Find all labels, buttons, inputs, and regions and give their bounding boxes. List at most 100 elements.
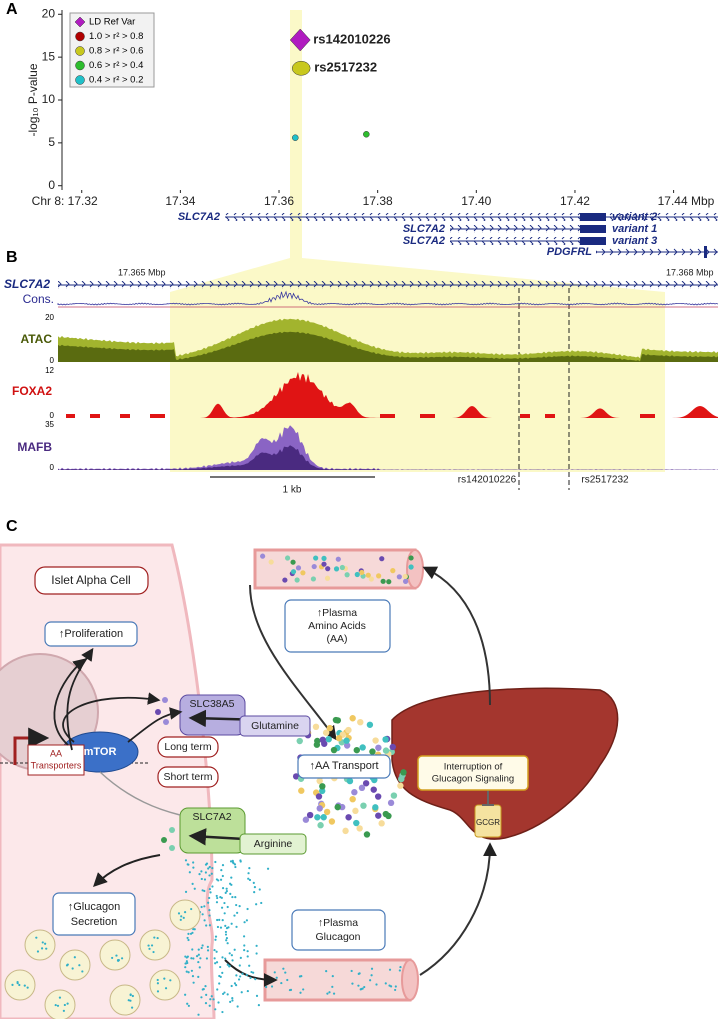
molecule bbox=[319, 787, 326, 795]
granule bbox=[201, 944, 204, 947]
exon bbox=[704, 246, 707, 258]
granule bbox=[225, 887, 228, 890]
granule bbox=[208, 887, 211, 891]
molecule bbox=[325, 566, 331, 572]
granule bbox=[197, 960, 200, 964]
molecule bbox=[400, 769, 407, 776]
granule bbox=[243, 921, 246, 924]
granule bbox=[265, 985, 268, 989]
molecule bbox=[290, 559, 296, 565]
granule bbox=[153, 936, 156, 939]
molecule bbox=[295, 565, 302, 571]
molecule bbox=[339, 564, 345, 571]
molecule bbox=[298, 787, 305, 794]
granule bbox=[224, 933, 228, 936]
vesicle bbox=[149, 969, 181, 1001]
granule bbox=[184, 993, 187, 996]
granule bbox=[147, 944, 150, 947]
molecule bbox=[311, 563, 317, 570]
panel-label: A bbox=[6, 1, 18, 18]
granule bbox=[238, 964, 241, 967]
label: (AA) bbox=[327, 633, 348, 645]
track-min: 0 bbox=[50, 411, 55, 420]
molecule bbox=[316, 805, 323, 812]
point bbox=[289, 28, 311, 52]
granule bbox=[246, 955, 249, 958]
molecule bbox=[390, 568, 396, 574]
granule bbox=[224, 957, 227, 960]
granule bbox=[184, 966, 187, 969]
granule bbox=[208, 874, 211, 877]
granule bbox=[245, 973, 248, 977]
atac-track bbox=[58, 331, 718, 362]
arrow bbox=[419, 842, 497, 976]
molecule bbox=[349, 715, 356, 722]
granule bbox=[191, 975, 195, 978]
granule bbox=[219, 965, 222, 969]
label: Glutamine bbox=[251, 720, 299, 732]
granule bbox=[231, 859, 234, 862]
granule bbox=[208, 924, 212, 927]
molecule bbox=[402, 578, 409, 584]
molecule bbox=[169, 845, 175, 851]
label: Long term bbox=[164, 741, 212, 753]
label: Glucagon bbox=[316, 931, 361, 943]
granule bbox=[192, 861, 195, 864]
granule bbox=[221, 919, 224, 922]
granule bbox=[117, 959, 120, 962]
granule bbox=[131, 994, 134, 998]
granule bbox=[78, 964, 81, 967]
granule bbox=[152, 950, 155, 954]
granule bbox=[232, 862, 235, 865]
molecule bbox=[312, 723, 320, 731]
granule bbox=[56, 1004, 60, 1007]
granule bbox=[163, 977, 166, 980]
label: Secretion bbox=[71, 916, 117, 928]
gene-label: SLC7A2 bbox=[403, 223, 445, 235]
y-axis-label: -log₁₀ P-value bbox=[26, 63, 40, 136]
granule bbox=[248, 867, 251, 870]
vesicle bbox=[169, 899, 201, 931]
granule bbox=[231, 999, 234, 1002]
granule bbox=[221, 874, 224, 878]
label: Islet Alpha Cell bbox=[51, 573, 130, 587]
granule bbox=[179, 918, 182, 921]
granule bbox=[208, 896, 211, 900]
label: Short term bbox=[163, 771, 212, 783]
molecule bbox=[368, 576, 374, 582]
variant-label: variant 1 bbox=[612, 223, 657, 235]
granule bbox=[198, 873, 201, 876]
granule bbox=[247, 877, 250, 880]
arrow bbox=[249, 584, 337, 741]
foxa2-block bbox=[66, 414, 75, 418]
label: GCGR bbox=[476, 818, 500, 827]
x-tick-label: 17.34 bbox=[165, 194, 195, 208]
granule bbox=[325, 969, 328, 973]
molecule bbox=[316, 777, 323, 785]
box bbox=[52, 892, 136, 936]
vesicle bbox=[59, 949, 91, 981]
granule bbox=[235, 974, 238, 977]
granule bbox=[208, 908, 211, 912]
granule bbox=[16, 982, 19, 985]
granule bbox=[237, 978, 241, 981]
granule bbox=[183, 911, 187, 914]
legend-marker bbox=[75, 60, 85, 71]
granule bbox=[187, 932, 190, 935]
granule bbox=[250, 970, 253, 974]
granule bbox=[399, 965, 402, 969]
molecule bbox=[315, 793, 323, 800]
molecule bbox=[352, 807, 359, 815]
granule bbox=[210, 995, 213, 998]
molecule bbox=[155, 709, 161, 715]
granule bbox=[207, 867, 210, 870]
foxa2-block bbox=[420, 414, 435, 418]
granule bbox=[190, 969, 194, 972]
granule bbox=[394, 985, 397, 988]
granule bbox=[215, 961, 219, 964]
granule bbox=[111, 956, 114, 960]
molecule bbox=[284, 555, 291, 561]
legend-marker bbox=[75, 31, 85, 42]
granule bbox=[186, 955, 189, 958]
granule bbox=[219, 926, 223, 929]
